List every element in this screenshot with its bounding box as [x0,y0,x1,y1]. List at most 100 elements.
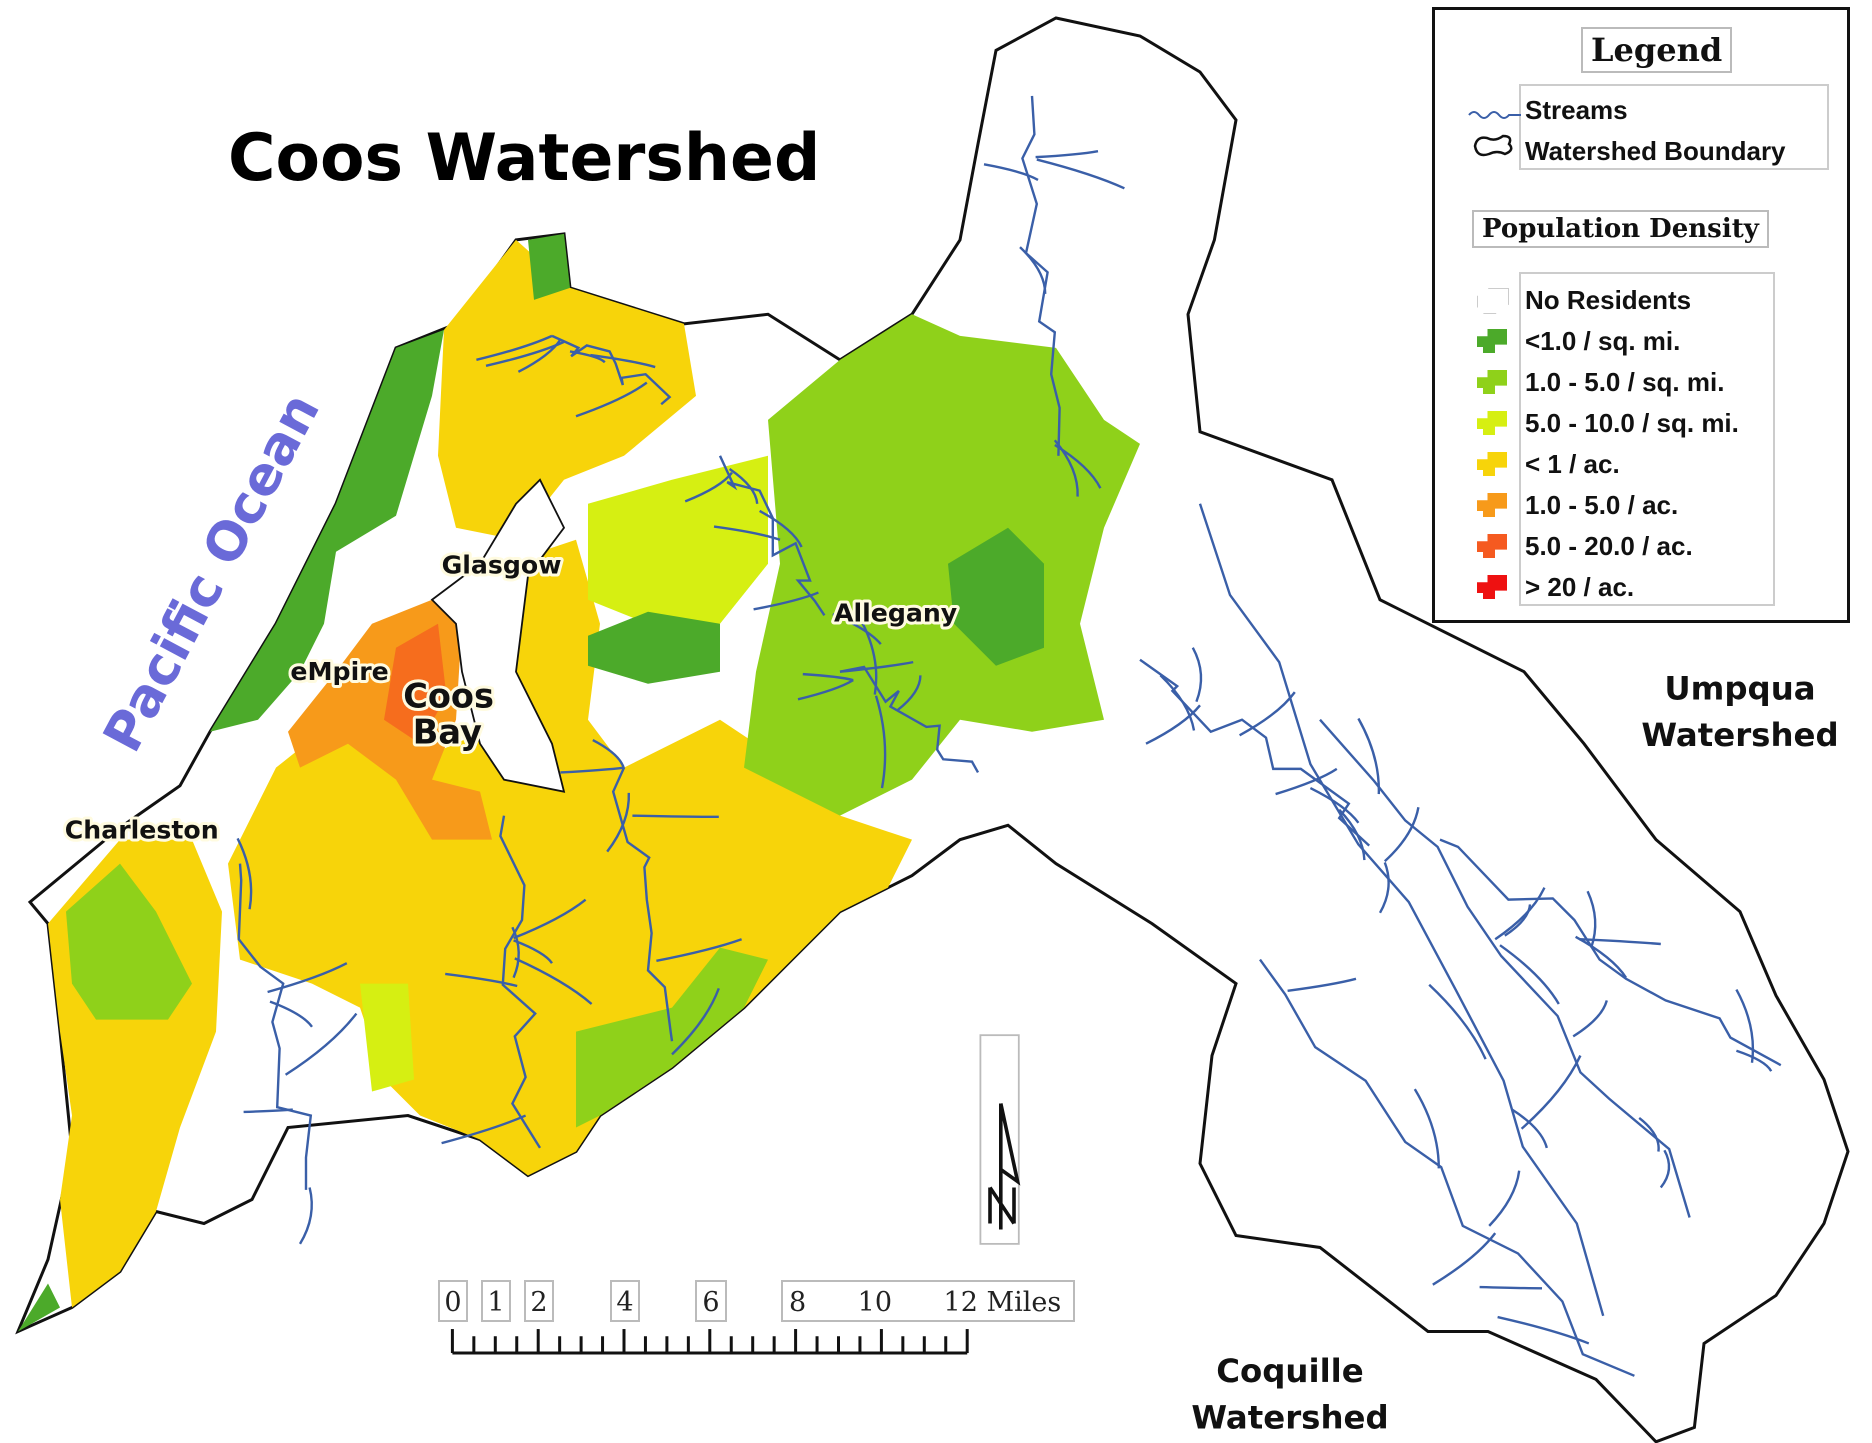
stream-tributary [606,792,631,853]
stream-tributary [1428,983,1487,1060]
density-area-urban-core [384,623,447,744]
stream-tributary [1479,1285,1543,1290]
stream-tributary [1357,717,1381,795]
stream-tributary [1287,977,1357,992]
stream-tributary [632,814,719,819]
stream-tributary [1504,904,1532,937]
legend-symbols [1468,111,1521,157]
stream-tributary [753,591,819,611]
density-area-darkgreen-allegany [948,527,1044,666]
stream [1319,718,1691,1218]
stream-tributary [560,766,625,774]
stream-tributary [728,468,759,504]
legend-item-density: No Residents [1525,284,1692,315]
stream-tributary [1488,1170,1521,1227]
legend-swatch-1 [1477,329,1507,353]
legend-swatch-7 [1477,575,1507,599]
stream-tributary [284,1012,358,1076]
place-bay: Bay [413,713,482,752]
stream-tributary [514,957,593,1005]
stream-tributary [569,350,606,364]
stream [1198,503,1605,1317]
legend-swatch-3 [1477,411,1507,435]
stream [1259,958,1635,1377]
stream-tributary [243,1108,293,1114]
population-density-areas [18,233,1140,1332]
density-area-green-central [744,314,1140,816]
density-area-green-tip [18,1283,60,1332]
stream-tributary [1036,158,1125,190]
map-title: Coos Watershed [228,121,820,196]
stream-tributary [1383,807,1420,863]
stream [1021,95,1061,456]
legend-density-box [1519,272,1775,606]
coquille-label-line2: Watershed [1191,1399,1388,1437]
legend-title: Legend [1581,27,1733,73]
place-allegany: Allegany [834,598,957,627]
stream-tributary [1659,1149,1671,1189]
legend-item-density: 5.0 - 10.0 / sq. mi. [1525,407,1739,438]
stream-tributary [713,525,781,541]
stream-tributary [1191,647,1203,703]
stream-tributary [476,334,553,362]
scale-label-6: 6 [695,1280,727,1322]
stream-tributary [839,660,914,673]
density-area-lightgreen [588,455,768,624]
stream-tributary [656,938,743,962]
density-area-yellow-north [438,239,696,540]
stream-tributary [513,898,587,940]
stream [1439,838,1782,1067]
legend-swatch-4 [1477,452,1507,476]
stream-tributary [797,679,854,701]
legend-density-title: Population Density [1472,210,1769,248]
density-area-green-north [528,233,570,300]
legend-lines-box [1519,84,1829,170]
stream-tributary [802,672,854,682]
scale-label-2: 2 [524,1280,554,1322]
stream [499,815,542,1149]
stream-tributary [1053,439,1079,497]
stream-tributary [860,620,878,695]
stream-tributary [298,1187,313,1245]
stream-tributary [896,675,922,712]
scale-label-1: 1 [481,1280,511,1322]
stream [718,455,826,617]
legend-swatch-5 [1477,493,1507,517]
legend-item-streams: Streams [1525,94,1628,125]
stream-tributary [575,381,648,418]
density-area-low-green [210,329,444,732]
umpqua-label-line2: Watershed [1641,716,1838,754]
stream-tributary [684,471,733,503]
place-charleston: Charleston [65,815,219,844]
legend-swatch-2 [1477,370,1507,394]
density-area-lightgreen-south [360,983,414,1092]
stream-tributary [1497,1315,1590,1345]
stream-tributary [759,509,803,548]
stream-tributary [1019,246,1047,294]
scale-bar [450,1329,969,1355]
stream-tributary [1499,944,1560,1005]
stream [551,334,672,406]
density-area-green-southwest [66,863,192,1020]
stream-tributary [1638,1116,1660,1152]
place-coos: Coos [403,677,494,716]
stream-tributary [832,613,882,645]
stream-icon [1468,111,1521,119]
legend-item-density: > 20 / ac. [1525,571,1635,602]
stream-tributary [1413,1088,1440,1169]
stream-tributary [511,926,520,979]
stream-tributary [1338,808,1366,861]
stream-tributary [671,987,720,1056]
coos-bay-water [430,478,566,793]
legend-item-density: 5.0 - 20.0 / ac. [1525,530,1693,561]
stream-tributary [1572,1000,1608,1038]
legend-swatch-6 [1477,534,1507,558]
stream-tributary [592,739,626,770]
scale-label-4: 4 [610,1280,640,1322]
stream-tributary [445,972,518,988]
legend-panel: Legend Streams Watershed Boundary Popula… [1432,7,1850,623]
density-area-darkgreen-west [588,611,720,684]
stream-tributary [1239,691,1296,737]
stream-tributary [1736,1049,1773,1072]
